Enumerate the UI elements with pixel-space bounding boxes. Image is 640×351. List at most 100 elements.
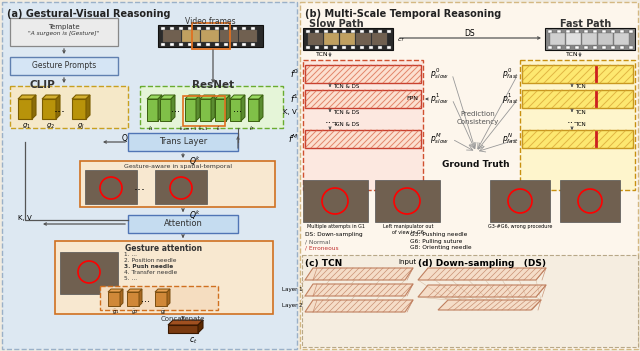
Bar <box>522 90 633 108</box>
Bar <box>306 29 310 33</box>
Polygon shape <box>127 292 139 306</box>
Text: FPN: FPN <box>406 97 418 101</box>
Bar <box>10 86 128 128</box>
Bar <box>206 26 210 29</box>
Bar <box>100 286 218 310</box>
Bar <box>620 29 624 33</box>
Polygon shape <box>259 95 263 121</box>
Text: TCN & DS: TCN & DS <box>333 121 360 126</box>
Bar <box>242 42 246 46</box>
Bar <box>302 255 638 347</box>
Polygon shape <box>305 300 413 312</box>
Text: $\tilde{g}_J$: $\tilde{g}_J$ <box>160 308 166 318</box>
Text: Left manipulator out
of view in G6: Left manipulator out of view in G6 <box>383 224 433 235</box>
Text: ...: ... <box>333 120 340 126</box>
Text: $p^0_{slow}$: $p^0_{slow}$ <box>430 67 449 81</box>
Bar <box>303 28 393 50</box>
Text: (c) TCN: (c) TCN <box>305 259 342 268</box>
Bar <box>566 46 570 48</box>
Bar <box>369 46 373 48</box>
Text: Fast Path: Fast Path <box>561 19 612 29</box>
Bar <box>387 46 391 48</box>
Bar <box>566 29 570 33</box>
Polygon shape <box>418 268 546 280</box>
Text: $l_t$: $l_t$ <box>216 124 221 133</box>
Text: $\tilde{g}_1$: $\tilde{g}_1$ <box>112 308 120 317</box>
Bar <box>369 29 373 33</box>
Polygon shape <box>196 95 200 121</box>
Text: CLIP: CLIP <box>30 80 56 90</box>
Polygon shape <box>230 99 241 121</box>
Bar <box>170 42 174 46</box>
Bar <box>378 46 382 48</box>
Text: $l_T$: $l_T$ <box>249 124 255 133</box>
Bar <box>566 33 581 45</box>
Bar <box>215 26 219 29</box>
Text: Template: Template <box>48 24 80 30</box>
Bar <box>305 90 421 108</box>
Bar <box>545 28 635 50</box>
Polygon shape <box>226 95 230 121</box>
Polygon shape <box>418 285 546 297</box>
Polygon shape <box>158 95 162 121</box>
Text: $p^0_{fast}$: $p^0_{fast}$ <box>502 67 519 81</box>
Text: $l_{t-1}$: $l_{t-1}$ <box>198 124 209 133</box>
Bar <box>582 33 597 45</box>
Bar <box>161 26 165 29</box>
Text: / Erroneous: / Erroneous <box>305 245 339 250</box>
Polygon shape <box>42 95 60 99</box>
Polygon shape <box>167 289 170 306</box>
Text: $g_2$: $g_2$ <box>47 122 56 131</box>
Text: G8: Orienting needle: G8: Orienting needle <box>410 245 472 250</box>
Polygon shape <box>86 95 90 119</box>
Text: $p^N_{fast}$: $p^N_{fast}$ <box>502 132 519 146</box>
Text: (b) Multi-Scale Temporal Reasoning: (b) Multi-Scale Temporal Reasoning <box>305 9 501 19</box>
Text: $p^M_{slow}$: $p^M_{slow}$ <box>430 132 449 146</box>
Text: TCN: TCN <box>575 121 586 126</box>
Bar <box>158 25 263 47</box>
Text: K, V: K, V <box>18 215 32 221</box>
Bar <box>324 33 339 45</box>
Text: TCN & DS: TCN & DS <box>333 85 360 90</box>
Polygon shape <box>211 95 215 121</box>
Text: TCN: TCN <box>566 53 579 58</box>
Bar <box>10 18 118 46</box>
Text: ResNet: ResNet <box>192 80 234 90</box>
Text: (a) Gestural-Visual Reasoning: (a) Gestural-Visual Reasoning <box>7 9 170 19</box>
Text: TCN & DS: TCN & DS <box>333 110 360 114</box>
Text: Gesture attention: Gesture attention <box>125 244 203 253</box>
Bar <box>602 46 606 48</box>
Bar <box>251 26 255 29</box>
Bar <box>584 29 588 33</box>
Bar <box>575 29 579 33</box>
Bar <box>324 46 328 48</box>
Polygon shape <box>160 99 171 121</box>
Bar <box>188 26 192 29</box>
Bar <box>206 42 210 46</box>
Bar <box>614 33 629 45</box>
Text: G3-#G6, wrong procedure: G3-#G6, wrong procedure <box>488 224 552 229</box>
Bar <box>550 33 565 45</box>
Text: "A surgeon is [Gesture]": "A surgeon is [Gesture]" <box>28 31 100 36</box>
Text: Video frames: Video frames <box>185 17 236 26</box>
Bar <box>251 42 255 46</box>
Text: $g_J$: $g_J$ <box>77 122 85 132</box>
Bar <box>303 180 368 222</box>
Polygon shape <box>155 292 167 306</box>
Text: 4. Transfer needle: 4. Transfer needle <box>124 270 177 275</box>
Bar <box>300 2 638 349</box>
Bar <box>128 215 238 233</box>
Polygon shape <box>230 95 245 99</box>
Text: $f^M$: $f^M$ <box>289 133 299 145</box>
Text: G3: Pushing needle: G3: Pushing needle <box>410 232 467 237</box>
Text: $l_{t-m+1}$: $l_{t-m+1}$ <box>179 124 197 133</box>
Bar <box>305 65 421 83</box>
Text: $c_T$: $c_T$ <box>397 36 405 44</box>
Bar <box>201 30 219 42</box>
Bar <box>387 29 391 33</box>
Bar <box>629 46 633 48</box>
Polygon shape <box>139 289 142 306</box>
Bar <box>170 26 174 29</box>
Text: $f^1$: $f^1$ <box>290 93 299 105</box>
Polygon shape <box>42 99 56 119</box>
